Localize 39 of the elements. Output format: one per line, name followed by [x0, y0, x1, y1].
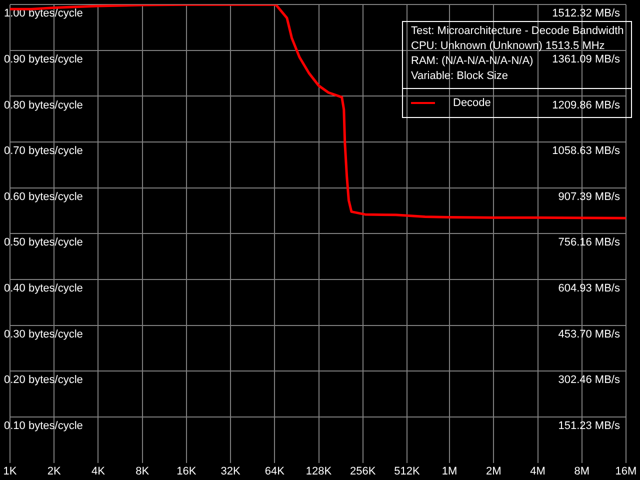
y2-tick-label: 453.70 MB/s: [558, 328, 620, 340]
x-tick-label: 512K: [394, 465, 420, 478]
y-tick-label: 0.20 bytes/cycle: [4, 374, 83, 386]
y2-tick-label: 1361.09 MB/s: [552, 53, 620, 66]
x-tick-label: 4K: [91, 465, 106, 478]
y2-tick-label: 1209.86 MB/s: [552, 99, 620, 112]
y-tick-label: 0.10 bytes/cycle: [4, 420, 83, 432]
x-tick-label: 256K: [350, 465, 376, 478]
y-tick-label: 0.30 bytes/cycle: [4, 328, 83, 340]
x-tick-label: 128K: [306, 465, 332, 478]
x-tick-label: 16K: [176, 465, 197, 478]
annotation: CPU: Unknown (Unknown) 1513.5 MHz: [411, 39, 606, 54]
x-tick-label: 32K: [220, 465, 241, 478]
y2-tick-label: 302.46 MB/s: [558, 374, 620, 386]
x-tick-label: 1M: [442, 465, 458, 478]
x-tick-label: 16M: [615, 465, 637, 478]
x-tick-label: 4M: [530, 465, 546, 478]
x-tick-label: 64K: [264, 465, 286, 478]
x-tick-label: 2K: [47, 465, 62, 478]
annotation: Variable: Block Size: [411, 69, 510, 84]
x-tick-label: 2M: [486, 465, 502, 478]
annotation: Test: Microarchitecture - Decode Bandwidth: [411, 24, 625, 39]
y2-tick-label: 151.23 MB/s: [558, 420, 620, 432]
y-tick-label: 0.50 bytes/cycle: [4, 236, 83, 249]
annotation: RAM: (N/A-N/A-N/A-N/A): [411, 55, 534, 67]
y-tick-label: 0.90 bytes/cycle: [4, 53, 83, 66]
y-tick-label: 0.80 bytes/cycle: [4, 99, 83, 112]
y2-tick-label: 907.39 MB/s: [558, 190, 620, 203]
y2-tick-label: 1058.63 MB/s: [552, 145, 620, 158]
y-tick-label: 0.60 bytes/cycle: [4, 190, 83, 203]
y-tick-label: 0.40 bytes/cycle: [4, 282, 83, 295]
y2-tick-label: 1512.32 MB/s: [552, 8, 620, 20]
y2-tick-label: 604.93 MB/s: [558, 282, 620, 295]
x-tick-label: 8K: [136, 465, 150, 478]
y2-tick-label: 756.16 MB/s: [558, 236, 620, 249]
legend-label: Decode: [453, 97, 491, 109]
x-tick-label: 1K: [3, 465, 18, 478]
y-tick-label: 0.70 bytes/cycle: [4, 145, 83, 158]
x-tick-label: 8M: [574, 465, 590, 478]
